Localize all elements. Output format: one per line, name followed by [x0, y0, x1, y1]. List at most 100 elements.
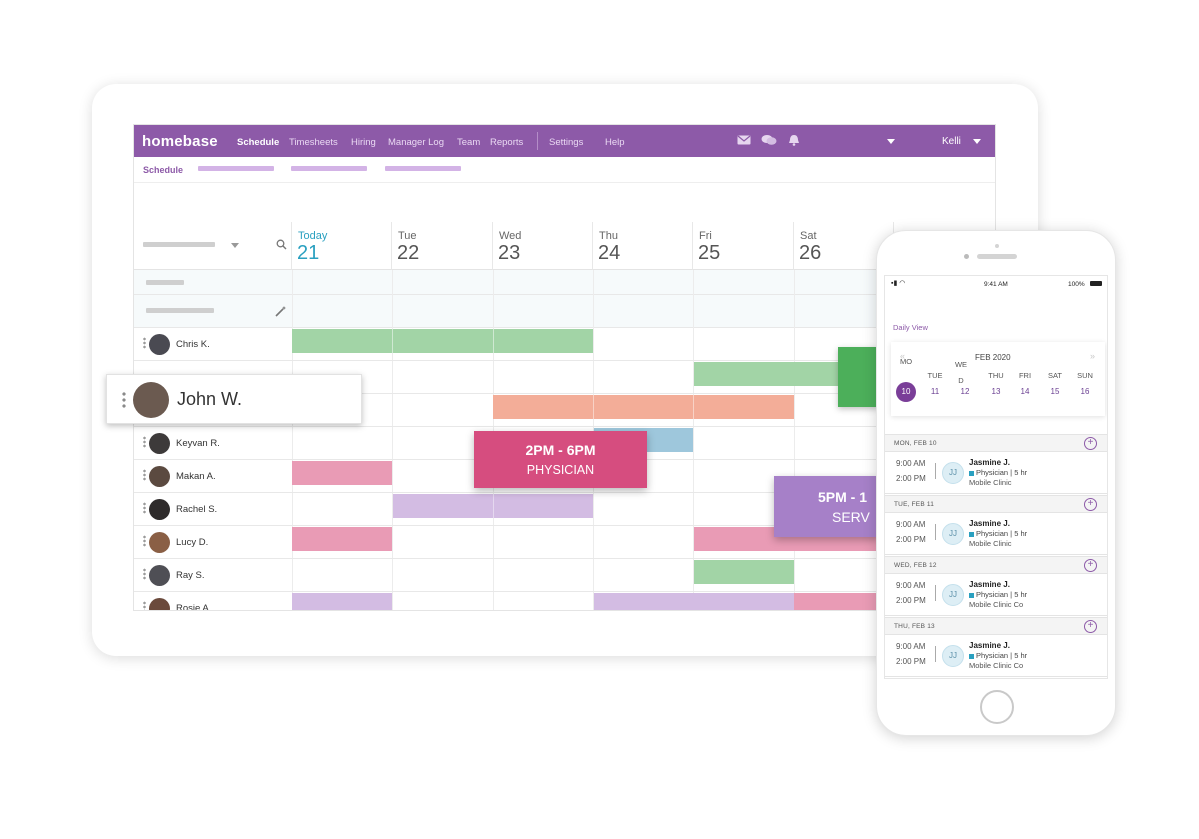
employee-cell[interactable]: Rosie A. [134, 592, 292, 611]
day-header-sat[interactable]: Sat 26 [794, 222, 894, 270]
shift-entry[interactable]: 9:00 AM 2:00 PM JJ Jasmine J. Physician … [885, 574, 1107, 616]
bell-icon[interactable] [787, 134, 801, 146]
day-header-wed[interactable]: Wed 23 [493, 222, 593, 270]
day-name: Tue [398, 230, 417, 242]
dragged-employee-card[interactable]: John W. [106, 374, 362, 424]
nav-timesheets[interactable]: Timesheets [289, 137, 338, 148]
employee-cell[interactable]: Rachel S. [134, 493, 292, 525]
drag-handle-icon[interactable] [143, 469, 146, 481]
employee-cell[interactable]: Makan A. [134, 460, 292, 492]
shift-entry[interactable]: 9:00 AM 2:00 PM JJ Jasmine J. Physician … [885, 513, 1107, 555]
search-icon[interactable] [276, 239, 287, 250]
date-cell[interactable]: 15 [1050, 387, 1060, 396]
user-dropdown-icon[interactable] [973, 139, 981, 144]
add-shift-icon[interactable]: + [1084, 559, 1097, 572]
shift-entry[interactable]: 9:00 AM 2:00 PM JJ Jasmine J. Physician … [885, 635, 1107, 677]
dragged-shift-block[interactable] [838, 347, 880, 407]
drag-handle-icon[interactable] [122, 391, 126, 409]
drag-handle-icon[interactable] [143, 502, 146, 514]
shift-location: Mobile Clinic Co [969, 600, 1024, 609]
employee-name: Rosie A. [176, 603, 212, 611]
drag-handle-icon[interactable] [143, 601, 146, 610]
shift-block[interactable] [493, 395, 794, 419]
nav-help[interactable]: Help [605, 137, 625, 148]
shift-block[interactable] [292, 593, 392, 610]
shift-block[interactable] [292, 527, 392, 551]
daily-view-link[interactable]: Daily View [893, 323, 928, 332]
day-header-today[interactable]: Today 21 [292, 222, 392, 270]
shift-block[interactable] [794, 593, 894, 610]
subnav-placeholder[interactable] [385, 166, 461, 171]
prev-week-icon[interactable]: « [900, 351, 906, 361]
magic-wand-icon[interactable] [274, 305, 287, 318]
user-menu[interactable]: Kelli [942, 136, 961, 147]
shift-block[interactable] [594, 593, 794, 610]
nav-manager-log[interactable]: Manager Log [388, 137, 444, 148]
day-number: 26 [799, 242, 822, 264]
sensor [995, 244, 999, 248]
nav-hiring[interactable]: Hiring [351, 137, 376, 148]
drag-handle-icon[interactable] [143, 535, 146, 547]
add-shift-icon[interactable]: + [1084, 437, 1097, 450]
avatar: JJ [942, 523, 964, 545]
day-section-header: THU, FEB 13 + [885, 617, 1107, 635]
day-header-fri[interactable]: Fri 25 [693, 222, 794, 270]
date-cell[interactable]: 11 [930, 387, 940, 396]
employee-cell[interactable]: Lucy D. [134, 526, 292, 558]
shift-start: 9:00 AM [896, 520, 926, 529]
next-week-icon[interactable]: » [1089, 351, 1095, 361]
shift-location: Mobile Clinic Co [969, 661, 1024, 670]
add-shift-icon[interactable]: + [1084, 620, 1097, 633]
drag-handle-icon[interactable] [143, 436, 146, 448]
shift-popup-physician[interactable]: 2PM - 6PM PHYSICIAN [474, 431, 647, 488]
employee-cell[interactable]: Keyvan R. [134, 427, 292, 459]
shift-block[interactable] [292, 329, 593, 353]
calendar-month: FEB 2020 [975, 353, 1011, 362]
weekday-label: THU [988, 371, 1004, 380]
day-header-thu[interactable]: Thu 24 [593, 222, 693, 270]
filter-placeholder[interactable] [143, 242, 215, 247]
home-button[interactable] [980, 690, 1014, 724]
date-cell[interactable]: 14 [1020, 387, 1030, 396]
day-label: TUE, FEB 11 [894, 501, 935, 508]
filter-dropdown-icon[interactable] [231, 243, 239, 248]
nav-reports[interactable]: Reports [490, 137, 524, 148]
shift-start: 9:00 AM [896, 581, 926, 590]
day-section-header: WED, FEB 12 + [885, 556, 1107, 574]
date-cell[interactable]: 12 [960, 387, 970, 396]
mail-icon[interactable] [737, 134, 751, 146]
homebase-logo[interactable]: homebase [142, 133, 218, 150]
shift-entry[interactable]: 9:00 AM 2:00 PM JJ Jasmine J. Physician … [885, 452, 1107, 494]
shift-role: PHYSICIAN [526, 463, 595, 477]
employee-name: John W. [177, 389, 243, 409]
day-number: 25 [698, 242, 721, 264]
date-selected[interactable]: 10 [896, 382, 916, 402]
avatar: JJ [942, 645, 964, 667]
shift-popup-serv[interactable]: 5PM - 1 SERV [774, 476, 880, 537]
shift-block[interactable] [694, 560, 794, 584]
employee-row: Chris K. [134, 328, 995, 361]
location-dropdown-icon[interactable] [887, 139, 895, 144]
employee-cell[interactable]: Chris K. [134, 328, 292, 360]
subnav-placeholder[interactable] [291, 166, 367, 171]
nav-team[interactable]: Team [457, 137, 481, 148]
employee-cell[interactable]: Ray S. [134, 559, 292, 591]
shift-block[interactable] [292, 461, 392, 485]
drag-handle-icon[interactable] [143, 568, 146, 580]
time-arrow-icon [935, 646, 936, 662]
drag-handle-icon[interactable] [143, 337, 146, 349]
status-time: 9:41 AM [984, 281, 1008, 288]
avatar: JJ [942, 462, 964, 484]
day-header-tue[interactable]: Tue 22 [392, 222, 493, 270]
summary-placeholder [146, 280, 184, 285]
chat-icon[interactable] [761, 134, 777, 146]
battery-icon [1090, 281, 1102, 286]
add-shift-icon[interactable]: + [1084, 498, 1097, 511]
day-number: 21 [297, 242, 320, 264]
date-cell[interactable]: 13 [991, 387, 1001, 396]
nav-schedule[interactable]: Schedule [237, 137, 280, 148]
date-cell[interactable]: 16 [1080, 387, 1090, 396]
subnav-schedule[interactable]: Schedule [143, 165, 184, 175]
nav-settings[interactable]: Settings [549, 137, 584, 148]
subnav-placeholder[interactable] [198, 166, 274, 171]
